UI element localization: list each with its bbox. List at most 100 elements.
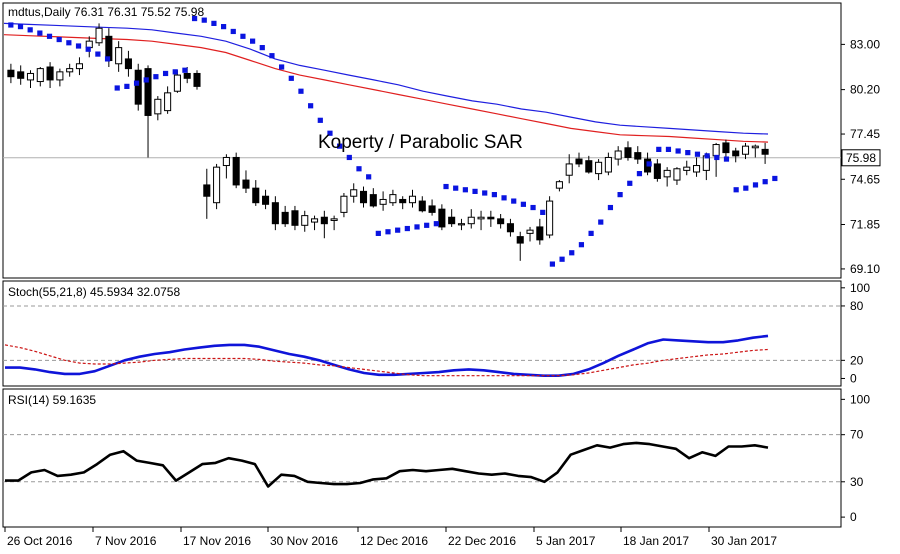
sar-dot xyxy=(772,175,778,182)
stoch-y-tick-label: 100 xyxy=(850,281,870,295)
candle-body xyxy=(467,216,475,225)
rsi-y-axis: 100 70 30 0 xyxy=(841,392,870,524)
rsi-y-tick-label: 0 xyxy=(850,510,857,524)
x-tick-label: 26 Oct 2016 xyxy=(7,534,73,548)
candle-body xyxy=(614,150,622,160)
stoch-panel-header: Stoch(55,21,8) 45.5934 32.0758 xyxy=(8,285,180,299)
sar-dot xyxy=(520,201,526,207)
sar-dot xyxy=(211,20,217,26)
rsi-panel-header: RSI(14) 59.1635 xyxy=(8,393,96,407)
candle-body xyxy=(144,68,152,116)
sar-dot xyxy=(298,88,304,94)
candle-body xyxy=(575,158,583,165)
candle-body xyxy=(653,163,661,179)
candle-body xyxy=(604,156,612,173)
price-panel-frame xyxy=(2,2,842,279)
stoch-y-axis: 100 80 20 0 xyxy=(841,281,870,385)
candle-body xyxy=(663,169,671,178)
sar-dot xyxy=(269,53,275,59)
stoch-series-lines xyxy=(4,334,769,377)
sar-dot xyxy=(472,188,478,194)
candle-body xyxy=(389,194,397,204)
sar-dot xyxy=(530,204,536,211)
candle-body xyxy=(173,74,181,92)
candle-body xyxy=(418,200,426,212)
sar-dot xyxy=(733,187,739,193)
sar-dot xyxy=(143,77,149,83)
candle-body xyxy=(252,187,260,204)
candle-body xyxy=(291,210,299,226)
candle-body xyxy=(66,68,74,73)
candle-body xyxy=(506,223,514,233)
candlesticks xyxy=(7,23,769,261)
sar-dot xyxy=(569,250,575,256)
stoch-series-line xyxy=(5,334,769,377)
sar-dot xyxy=(617,192,623,198)
sar-dot xyxy=(346,154,352,161)
sar-dot xyxy=(453,185,459,191)
candle-body xyxy=(36,68,44,83)
candle-body xyxy=(722,142,730,154)
sar-dot xyxy=(607,204,614,211)
candle-body xyxy=(516,236,524,244)
sar-dot xyxy=(240,33,246,39)
candle-body xyxy=(320,216,328,225)
sar-dot xyxy=(250,38,256,44)
candle-body xyxy=(95,27,103,44)
candle-body xyxy=(438,208,446,228)
candle-body xyxy=(585,160,593,173)
candle-body xyxy=(134,69,142,105)
envelope-upper-line xyxy=(3,22,769,135)
sar-dot xyxy=(133,80,140,86)
sar-dot xyxy=(56,36,62,43)
sar-dot xyxy=(723,156,730,162)
price-y-tick-label: 80.20 xyxy=(850,83,880,97)
sar-dot xyxy=(85,46,91,52)
sar-dot xyxy=(588,230,594,236)
candle-body xyxy=(262,195,270,205)
candle-body xyxy=(624,147,632,158)
sar-dot xyxy=(559,256,565,262)
price-y-tick-label: 83.00 xyxy=(850,37,880,51)
sar-dot xyxy=(511,198,517,204)
stoch-y-tick-label: 0 xyxy=(850,371,857,385)
candle-body xyxy=(75,63,83,70)
x-tick-label: 5 Jan 2017 xyxy=(536,534,596,548)
candle-body xyxy=(546,200,554,236)
x-axis: 26 Oct 2016 7 Nov 2016 17 Nov 2016 30 Nov 2… xyxy=(4,527,777,548)
sar-dot xyxy=(27,27,33,33)
candle-body xyxy=(271,202,279,225)
rsi-y-tick-label: 70 xyxy=(850,428,864,442)
sar-dot xyxy=(279,64,285,70)
sar-dot xyxy=(627,180,633,186)
price-y-tick-label: 69.10 xyxy=(850,262,880,276)
stoch-series-line xyxy=(4,344,769,377)
sar-dot xyxy=(337,143,343,149)
sar-dot xyxy=(201,17,207,23)
sar-dot xyxy=(540,209,546,215)
sar-dot xyxy=(578,242,585,248)
candle-body xyxy=(17,71,25,79)
candle-body xyxy=(203,184,211,197)
sar-dot xyxy=(95,51,101,57)
candle-body xyxy=(183,72,191,79)
sar-dot xyxy=(414,224,420,230)
candle-body xyxy=(761,148,769,155)
stoch-panel-frame xyxy=(2,280,842,387)
candle-body xyxy=(712,144,720,157)
sar-dot xyxy=(395,227,401,233)
candle-body xyxy=(311,218,319,223)
price-y-tick-label: 71.85 xyxy=(850,218,880,232)
panel-frames xyxy=(2,2,842,528)
x-tick-label: 30 Jan 2017 xyxy=(711,534,777,548)
candle-body xyxy=(359,190,368,204)
sar-dot xyxy=(317,117,323,123)
price-y-tick-label: 77.45 xyxy=(850,127,880,141)
sar-dot xyxy=(501,195,507,201)
sar-dot xyxy=(66,40,72,46)
candle-body xyxy=(741,145,750,155)
envelope-lower-line xyxy=(3,34,769,143)
sar-dot xyxy=(230,28,236,35)
sar-dot xyxy=(482,190,488,196)
